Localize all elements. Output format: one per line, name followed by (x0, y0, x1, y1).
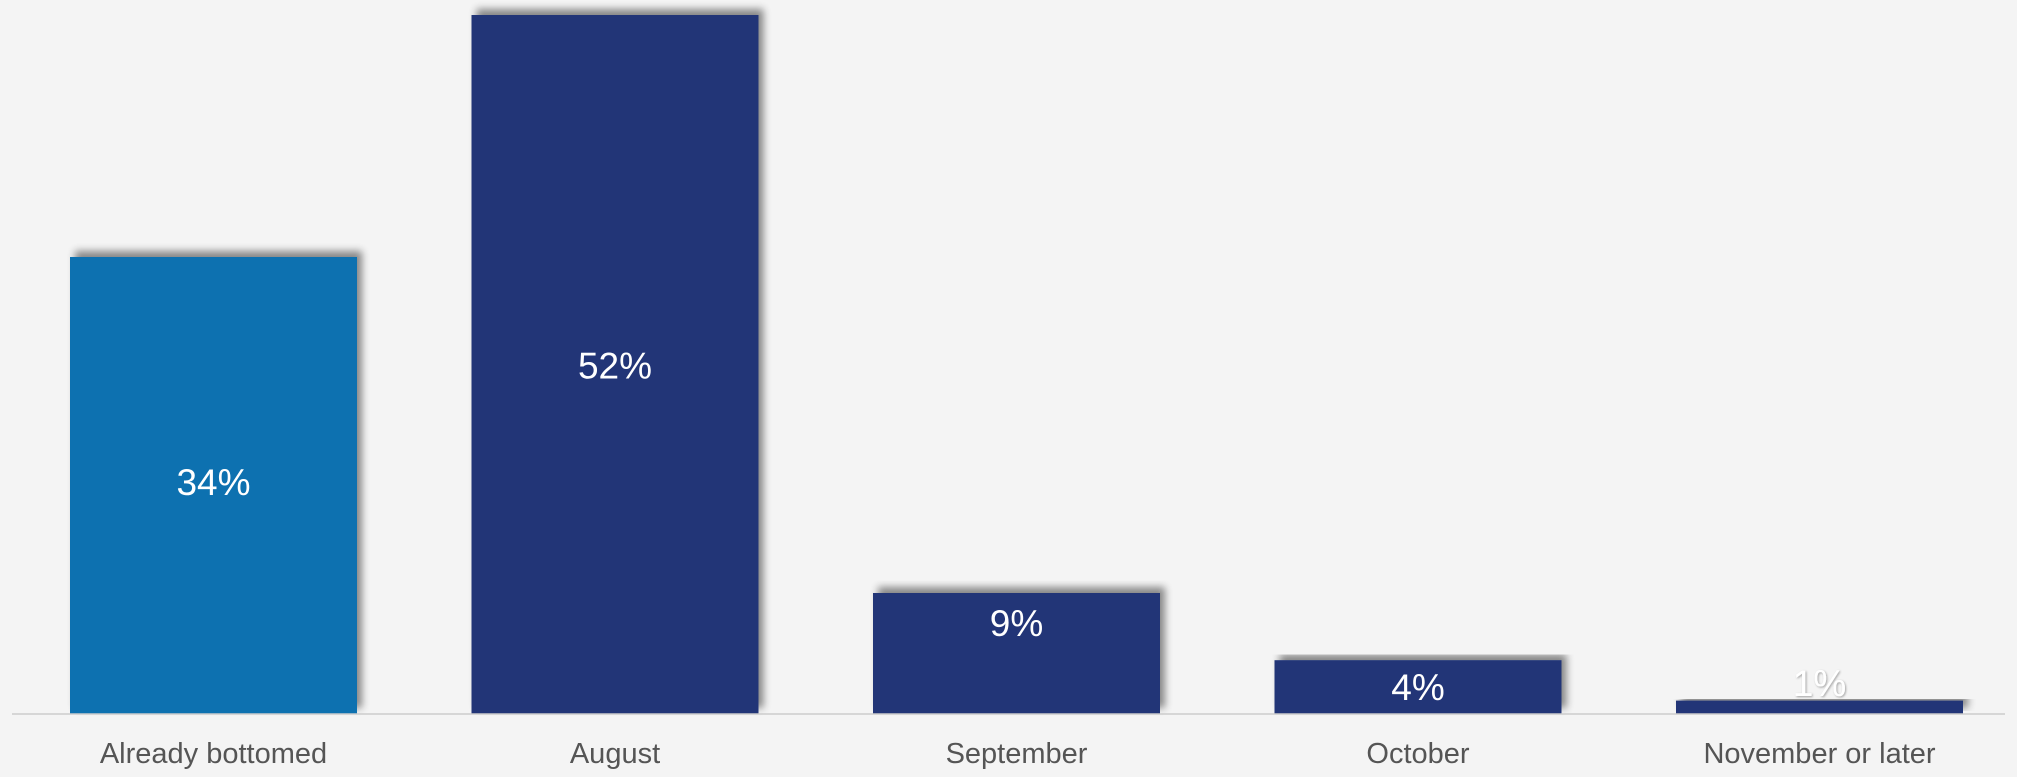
category-label-already-bottomed: Already bottomed (100, 738, 327, 770)
value-label-november-or-later: 1% (1793, 663, 1846, 704)
bar-already-bottomed (70, 257, 357, 714)
bar-august (471, 15, 759, 714)
bars-group (70, 15, 1963, 714)
bar-november-or-later (1676, 700, 1963, 714)
category-label-november-or-later: November or later (1703, 738, 1935, 770)
value-label-already-bottomed: 34% (176, 462, 250, 503)
bar-october (1274, 660, 1562, 714)
category-label-august: August (570, 738, 660, 770)
labels-group: 34% Already bottomed 52% August 9% September 4… (100, 346, 1936, 771)
value-label-october: 4% (1391, 667, 1444, 708)
value-label-august: 52% (578, 346, 652, 387)
value-label-september: 9% (990, 603, 1043, 644)
category-label-september: September (946, 738, 1088, 770)
bar-september (873, 593, 1160, 714)
category-label-october: October (1366, 738, 1469, 770)
